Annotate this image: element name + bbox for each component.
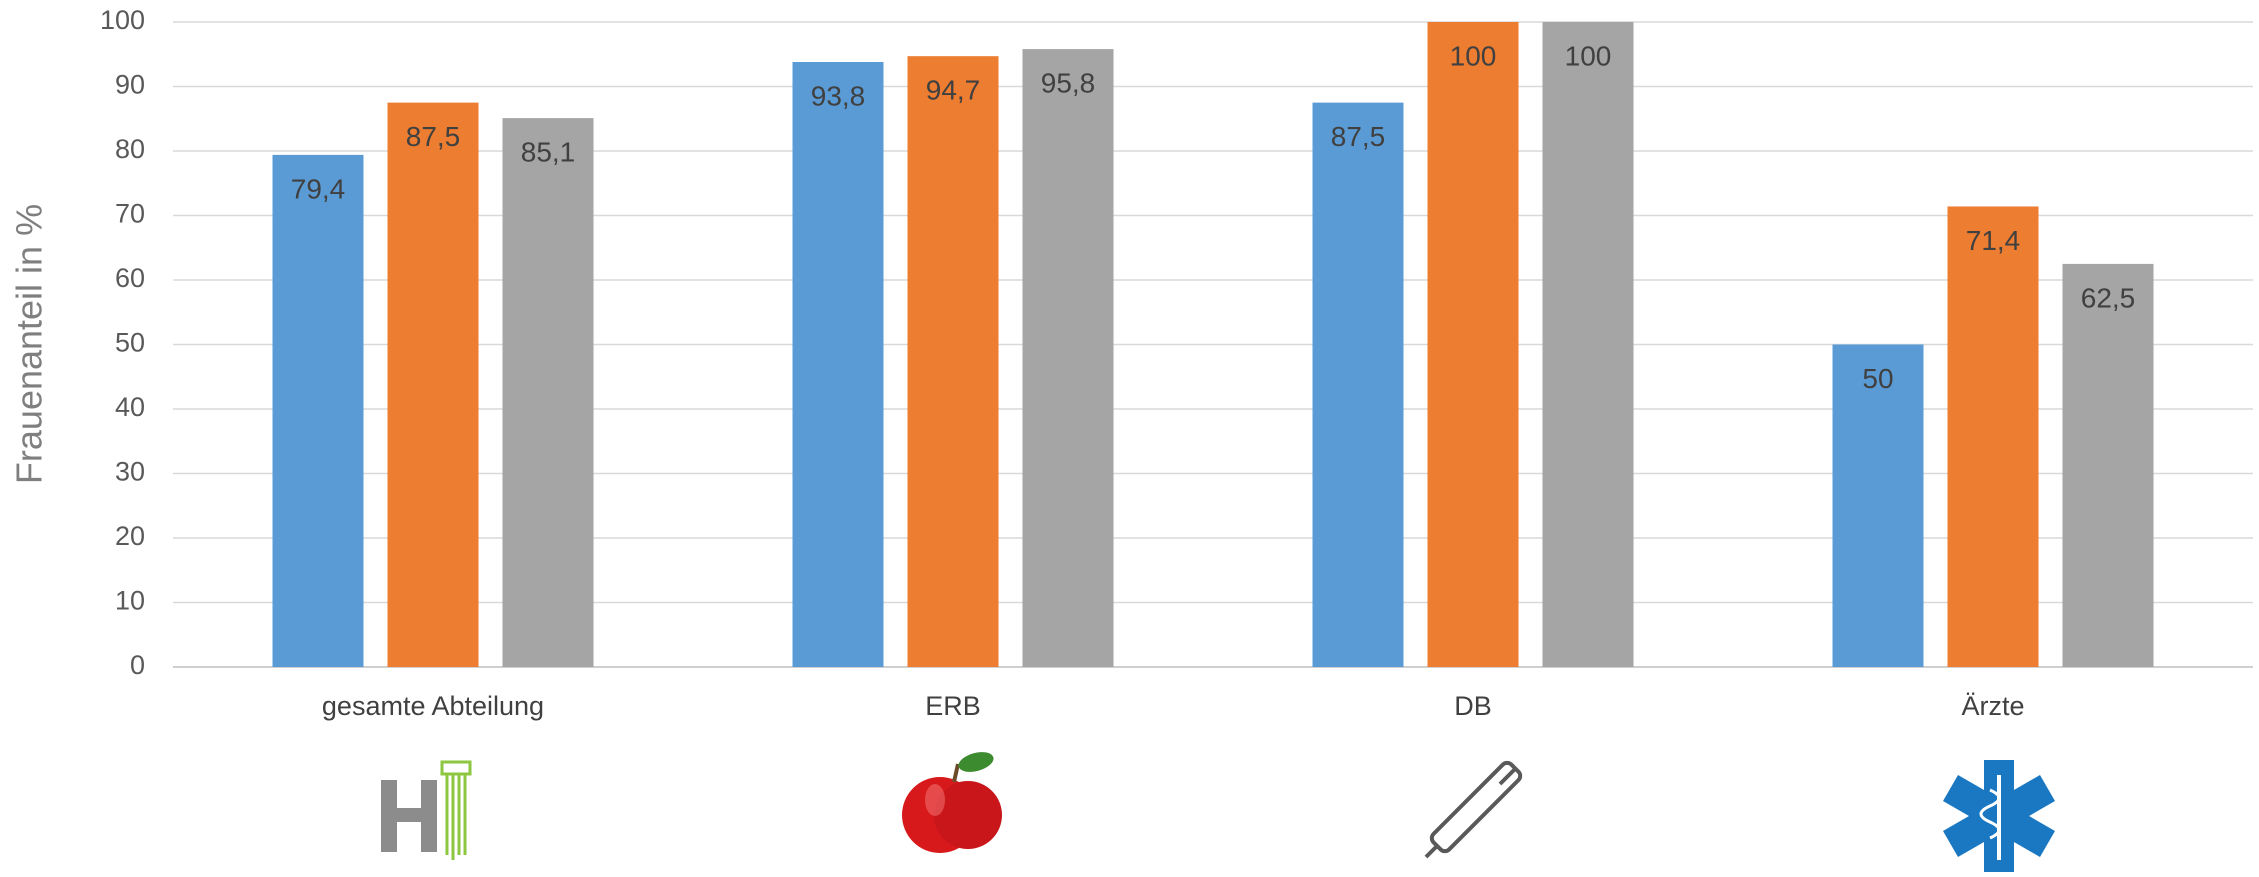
y-tick-label: 50: [115, 328, 145, 358]
bar: [1427, 22, 1519, 667]
value-label: 100: [1450, 40, 1497, 71]
value-label: 93,8: [811, 80, 866, 111]
y-tick-label: 40: [115, 392, 145, 422]
y-tick-label: 0: [130, 650, 145, 680]
hospital-icon: [381, 760, 472, 860]
y-axis-label: Frauenanteil in %: [9, 204, 50, 484]
value-label: 71,4: [1966, 225, 2021, 256]
bar: [502, 118, 594, 668]
pen-icon: [1424, 760, 1523, 859]
value-label: 87,5: [1331, 121, 1386, 152]
bar: [387, 102, 479, 667]
bar: [1312, 102, 1404, 667]
value-label: 62,5: [2081, 282, 2136, 313]
bar: [272, 154, 364, 667]
y-tick-label: 30: [115, 457, 145, 487]
value-label: 95,8: [1041, 67, 1096, 98]
bar: [1832, 344, 1924, 667]
value-label: 100: [1565, 40, 1612, 71]
bar: [792, 61, 884, 668]
x-tick-label: DB: [1454, 691, 1492, 721]
y-tick-label: 20: [115, 521, 145, 551]
bar: [907, 56, 999, 668]
y-tick-label: 80: [115, 134, 145, 164]
value-label: 50: [1862, 363, 1893, 394]
bar: [2062, 263, 2154, 667]
y-tick-label: 70: [115, 199, 145, 229]
y-tick-label: 100: [100, 5, 145, 35]
bar: [1022, 49, 1114, 667]
bar: [1542, 22, 1634, 667]
x-tick-label: Ärzte: [1961, 691, 2024, 721]
y-tick-label: 90: [115, 70, 145, 100]
y-tick-label: 60: [115, 263, 145, 293]
value-label: 87,5: [406, 121, 461, 152]
value-label: 85,1: [521, 136, 576, 167]
star-of-life-icon: [1943, 760, 2055, 872]
x-tick-label: ERB: [925, 691, 981, 721]
y-tick-label: 10: [115, 586, 145, 616]
apple-icon: [902, 752, 1002, 853]
x-tick-label: gesamte Abteilung: [322, 691, 544, 721]
bar: [1947, 206, 2039, 667]
value-label: 94,7: [926, 75, 981, 106]
value-label: 79,4: [291, 173, 346, 204]
